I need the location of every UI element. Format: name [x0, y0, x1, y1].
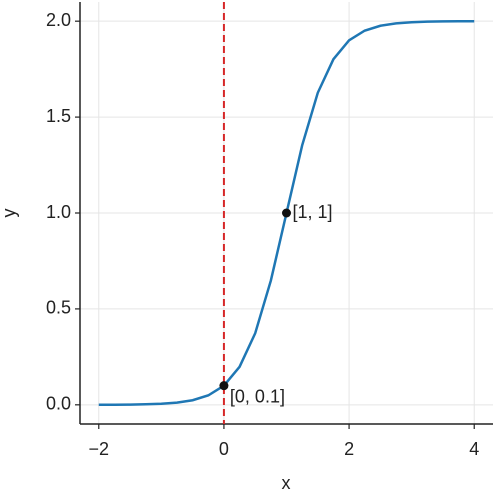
x-tick-label: 4 — [469, 439, 479, 459]
x-axis-label: x — [282, 473, 291, 493]
y-tick-label: 0.0 — [46, 394, 71, 414]
point-label: [1, 1] — [293, 202, 333, 222]
y-tick-label: 0.5 — [46, 298, 71, 318]
y-axis-label: y — [0, 209, 19, 218]
x-tick-label: 2 — [344, 439, 354, 459]
x-tick-label: −2 — [89, 439, 110, 459]
y-tick-label: 1.0 — [46, 202, 71, 222]
point-marker — [219, 381, 229, 391]
y-tick-label: 1.5 — [46, 106, 71, 126]
point-label: [0, 0.1] — [230, 386, 285, 406]
x-tick-label: 0 — [219, 439, 229, 459]
point-marker — [282, 208, 291, 218]
y-tick-label: 2.0 — [46, 10, 71, 30]
